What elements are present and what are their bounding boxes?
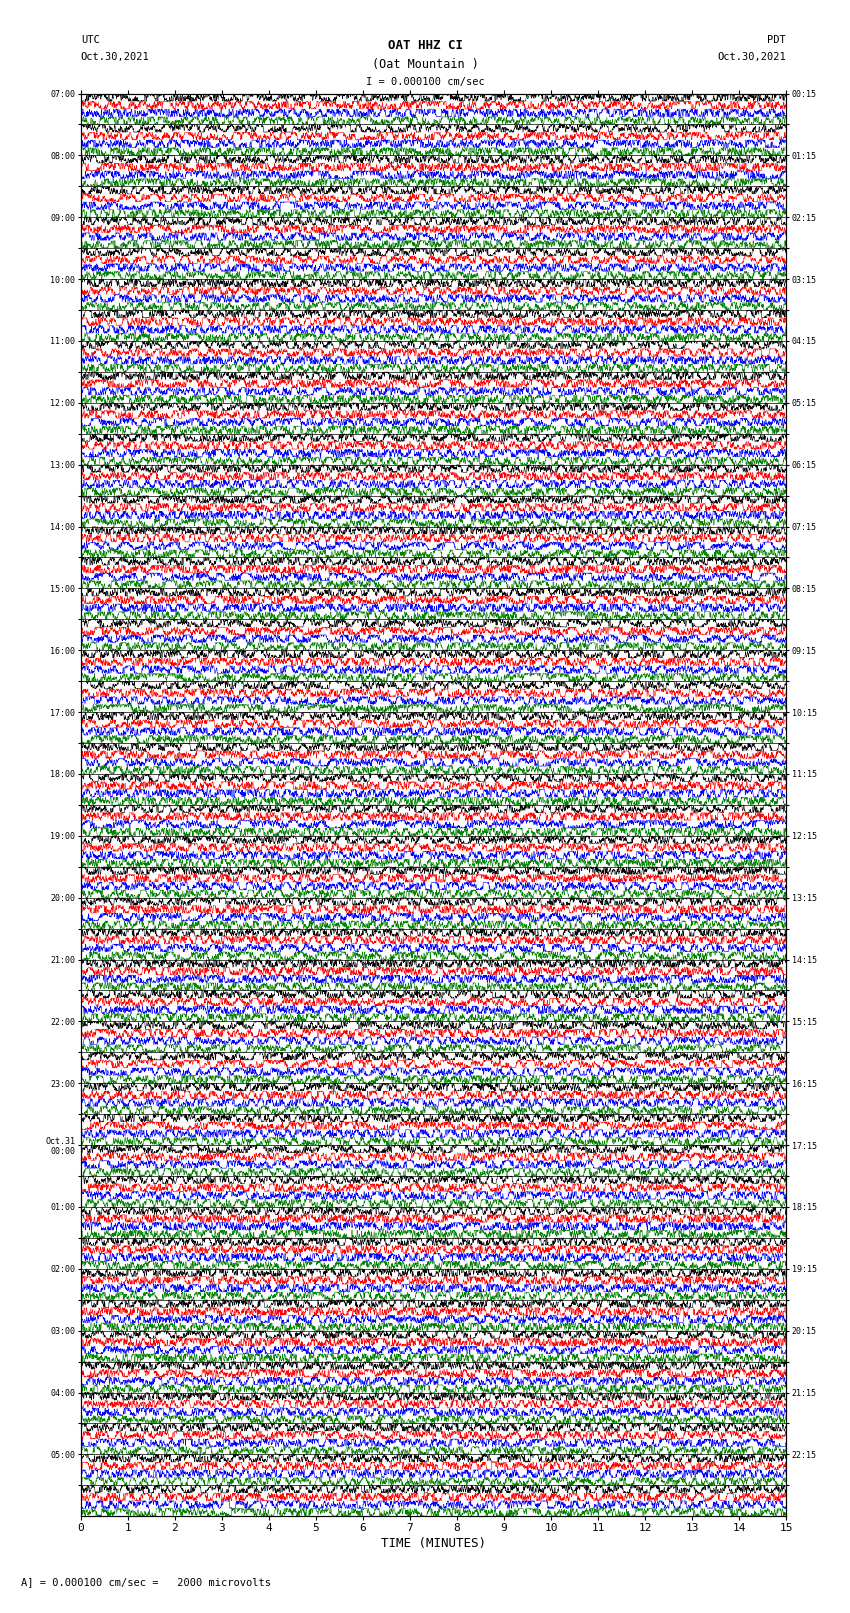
Text: PDT: PDT <box>768 35 786 45</box>
Text: I = 0.000100 cm/sec: I = 0.000100 cm/sec <box>366 77 484 87</box>
Text: A] = 0.000100 cm/sec =   2000 microvolts: A] = 0.000100 cm/sec = 2000 microvolts <box>21 1578 271 1587</box>
Text: (Oat Mountain ): (Oat Mountain ) <box>371 58 479 71</box>
Text: Oct.30,2021: Oct.30,2021 <box>81 52 150 61</box>
Text: OAT HHZ CI: OAT HHZ CI <box>388 39 462 52</box>
X-axis label: TIME (MINUTES): TIME (MINUTES) <box>381 1537 486 1550</box>
Text: UTC: UTC <box>81 35 99 45</box>
Text: Oct.30,2021: Oct.30,2021 <box>717 52 786 61</box>
